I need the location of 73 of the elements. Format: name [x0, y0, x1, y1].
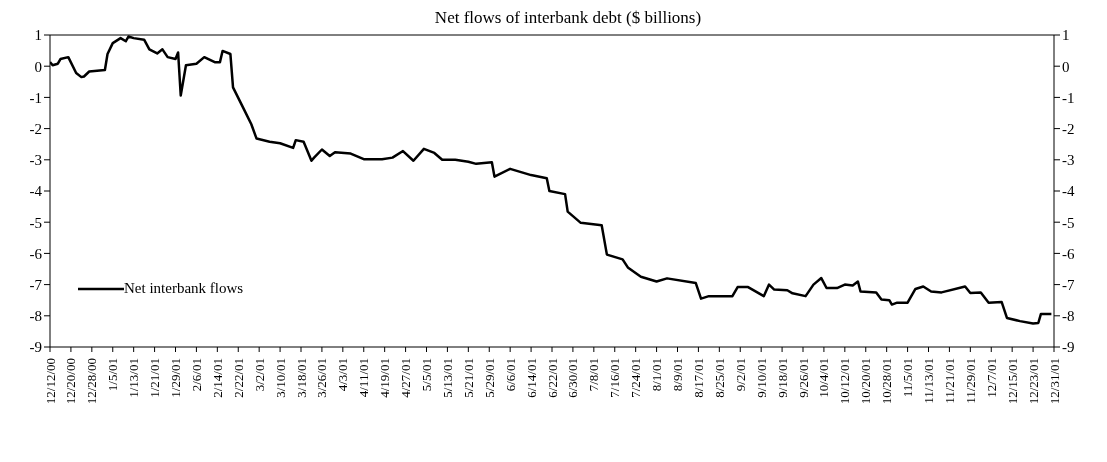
y2-tick-label: 1 [1062, 27, 1070, 44]
x-tick-label: 5/29/01 [481, 358, 497, 398]
x-tick-label: 7/8/01 [586, 358, 602, 392]
y2-tick-label: -1 [1062, 89, 1075, 106]
x-tick-label: 2/22/01 [230, 358, 246, 398]
x-tick-label: 12/20/00 [63, 358, 79, 405]
x-tick-label: 4/27/01 [398, 358, 414, 398]
x-tick-label: 1/13/01 [126, 358, 142, 398]
x-tick-label: 12/7/01 [983, 358, 999, 398]
x-tick-label: 11/29/01 [962, 358, 978, 404]
y-tick-label: -4 [29, 183, 43, 200]
x-tick-label: 11/21/01 [941, 358, 957, 404]
y-tick-label: -3 [29, 152, 42, 169]
x-tick-label: 3/26/01 [314, 358, 330, 398]
x-tick-label: 9/18/01 [774, 358, 790, 398]
x-tick-label: 6/30/01 [565, 358, 581, 398]
x-tick-label: 10/28/01 [879, 358, 895, 405]
x-tick-label: 3/18/01 [293, 358, 309, 398]
y-tick-label: -9 [29, 339, 42, 356]
x-tick-label: 4/11/01 [356, 358, 372, 398]
x-tick-label: 4/3/01 [335, 358, 351, 392]
chart-title: Net flows of interbank debt ($ billions) [434, 8, 702, 27]
y2-tick-label: -4 [1062, 183, 1075, 200]
x-tick-label: 12/28/00 [84, 358, 100, 405]
y-tick-label: -6 [29, 245, 43, 262]
y-tick-label: 0 [34, 58, 42, 75]
x-tick-label: 11/13/01 [921, 358, 936, 404]
legend-label: Net interbank flows [124, 280, 244, 297]
x-tick-label: 5/13/01 [439, 358, 455, 398]
x-tick-label: 6/6/01 [502, 358, 518, 392]
y2-tick-label: -7 [1062, 276, 1075, 293]
x-tick-label: 7/24/01 [628, 358, 644, 398]
x-tick-label: 12/12/00 [42, 358, 58, 405]
x-tick-label: 2/14/01 [209, 358, 225, 398]
y-tick-label: -2 [29, 120, 42, 137]
y2-tick-label: -5 [1062, 214, 1075, 231]
x-tick-label: 12/15/01 [1004, 358, 1020, 405]
y2-tick-label: -2 [1062, 120, 1075, 137]
x-tick-label: 10/4/01 [816, 358, 832, 398]
y2-tick-label: 0 [1062, 58, 1070, 75]
y-tick-label: 1 [34, 27, 42, 44]
x-tick-label: 7/16/01 [607, 358, 623, 398]
x-tick-label: 12/31/01 [1046, 358, 1062, 405]
y-tick-label: -7 [29, 276, 43, 293]
x-tick-label: 8/25/01 [711, 358, 727, 398]
y-tick-label: -5 [29, 214, 42, 231]
y2-tick-label: -6 [1062, 245, 1075, 262]
y2-tick-label: -8 [1062, 308, 1075, 325]
x-tick-label: 4/19/01 [377, 358, 393, 398]
y2-tick-label: -9 [1062, 339, 1075, 356]
x-tick-label: 8/1/01 [649, 358, 665, 392]
x-tick-label: 3/10/01 [272, 358, 288, 398]
x-tick-label: 1/21/01 [147, 358, 163, 398]
x-tick-label: 9/10/01 [753, 358, 769, 398]
y2-tick-label: -3 [1062, 152, 1075, 169]
x-tick-label: 1/5/01 [105, 358, 121, 392]
x-tick-label: 5/5/01 [419, 358, 434, 392]
x-tick-label: 2/6/01 [188, 358, 204, 392]
y-tick-label: -8 [29, 308, 42, 325]
x-tick-label: 6/14/01 [523, 358, 539, 398]
x-tick-label: 5/21/01 [460, 358, 476, 398]
x-tick-label: 8/9/01 [670, 358, 685, 392]
x-tick-label: 9/26/01 [795, 358, 811, 398]
x-tick-label: 12/23/01 [1025, 358, 1041, 405]
x-tick-label: 3/2/01 [251, 358, 267, 392]
x-tick-label: 11/5/01 [900, 358, 916, 398]
y-tick-label: -1 [29, 89, 42, 106]
x-tick-label: 8/17/01 [690, 358, 706, 398]
x-tick-label: 10/20/01 [858, 358, 874, 405]
x-tick-label: 6/22/01 [544, 358, 560, 398]
x-tick-label: 1/29/01 [168, 358, 183, 398]
x-tick-label: 10/12/01 [837, 358, 853, 405]
x-tick-label: 9/2/01 [732, 358, 748, 392]
